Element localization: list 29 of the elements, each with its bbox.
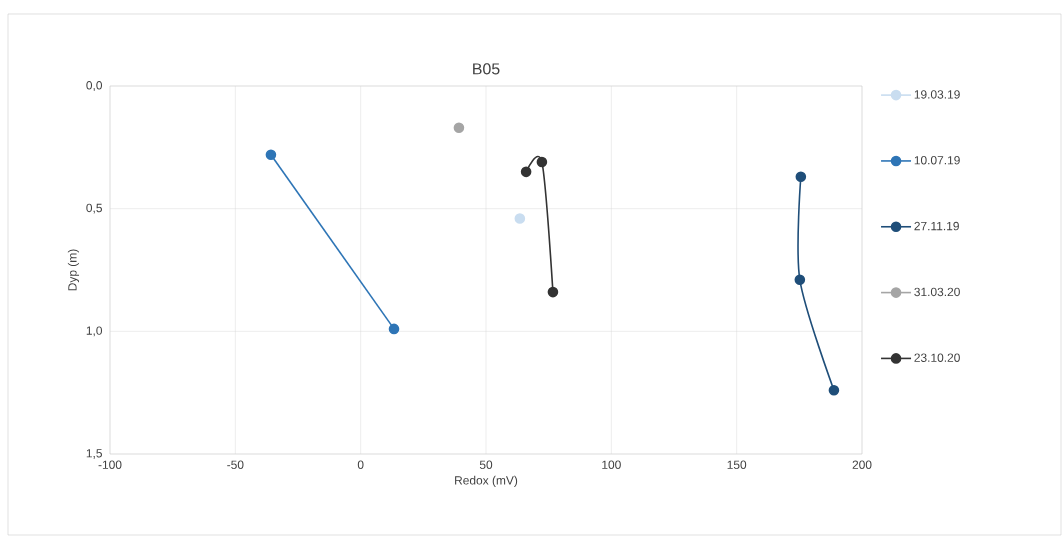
- x-tick-label: -100: [98, 460, 122, 469]
- y-tick-label: 0,5: [86, 203, 102, 214]
- x-axis-title: Redox (mV): [455, 475, 518, 487]
- legend-label: 19.03.19: [914, 90, 960, 99]
- y-tick-label: 1,0: [86, 326, 103, 337]
- legend-label: 10.07.19: [914, 156, 960, 165]
- x-tick-label: -50: [227, 460, 244, 469]
- y-axis-title: Dyp (m): [67, 249, 80, 291]
- y-tick-label: 1,5: [86, 449, 102, 459]
- y-tick-label: 0,0: [86, 81, 103, 91]
- point: [514, 213, 526, 224]
- point: [388, 323, 400, 335]
- x-tick-label: 50: [479, 460, 493, 469]
- legend-label: 27.11.19: [914, 221, 959, 231]
- x-tick-label: 0: [357, 460, 364, 469]
- point: [520, 166, 532, 178]
- x-tick-label: 100: [602, 460, 621, 469]
- point: [265, 149, 277, 160]
- legend-label: 31.03.20: [914, 287, 960, 297]
- point: [536, 156, 548, 168]
- point: [453, 122, 465, 134]
- x-tick-label: 150: [727, 460, 747, 469]
- x-tick-label: 200: [852, 460, 872, 469]
- point: [828, 384, 840, 396]
- point: [794, 274, 806, 286]
- chart-title: B05: [473, 63, 500, 75]
- point: [547, 286, 559, 298]
- point: [795, 171, 807, 183]
- legend-label: 23.10.20: [914, 353, 960, 362]
